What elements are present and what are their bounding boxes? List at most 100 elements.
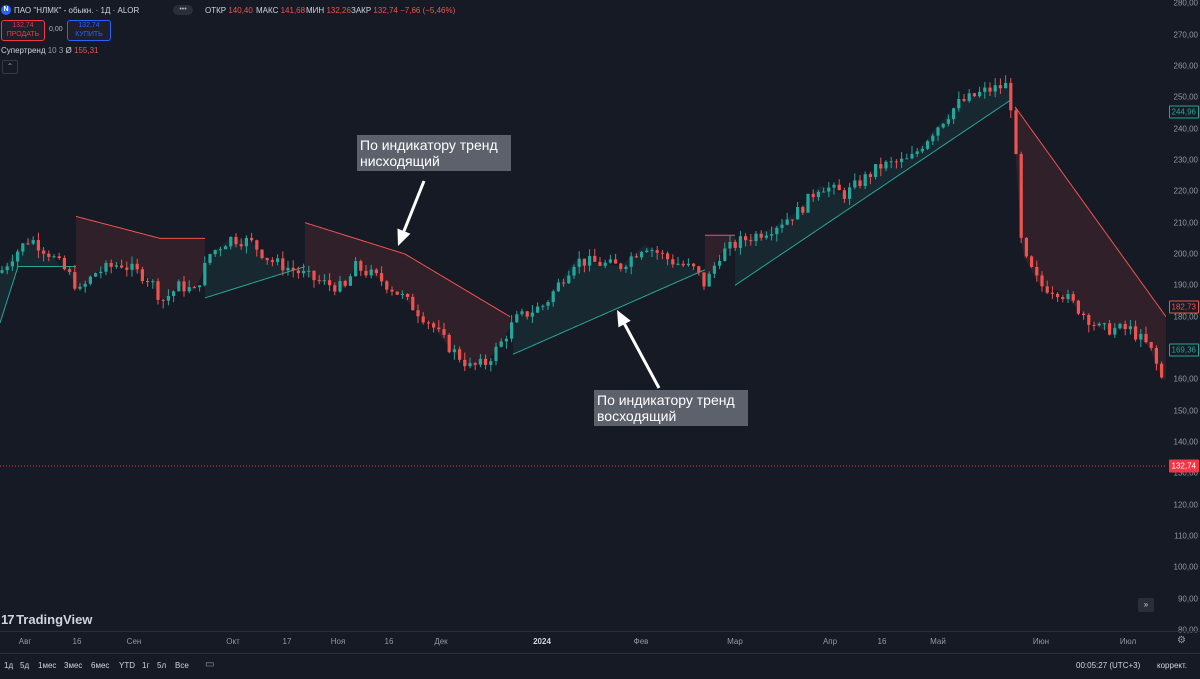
candle-body (790, 219, 794, 221)
buy-button[interactable]: 132,74 КУПИТЬ (67, 20, 111, 41)
candle-body (426, 322, 430, 324)
candle-body (1108, 323, 1112, 335)
candle-body (83, 283, 87, 287)
candle-body (697, 266, 701, 273)
candle-body (624, 266, 628, 270)
candle-body (952, 108, 956, 120)
candle-body (712, 265, 716, 274)
clock-timezone[interactable]: 00:05:27 (UTC+3) (1076, 661, 1141, 670)
time-axis[interactable]: ⚙ Авг 16 Сен Окт 17 Ноя 16 Дек 2024 Фев Мар Апр 16 Ма… (0, 631, 1200, 654)
candle-body (333, 285, 337, 292)
chart-menu-icon[interactable]: ••• (173, 5, 193, 15)
candle-body (926, 141, 930, 149)
settings-gear-icon[interactable]: ⚙ (1177, 635, 1186, 646)
range-button-1г[interactable]: 1г (142, 661, 150, 670)
range-button-1мес[interactable]: 1мес (38, 661, 57, 670)
candle-body (26, 243, 30, 245)
time-tick: Дек (434, 637, 448, 646)
candle-body (172, 291, 176, 296)
annotation-uptrend: По индикатору тренд восходящий (594, 390, 748, 426)
candle-body (868, 174, 872, 177)
candle-body (307, 270, 311, 272)
candle-body (1035, 266, 1039, 276)
candle-body (702, 272, 706, 287)
candle-body (941, 123, 945, 128)
candle-body (484, 358, 488, 365)
candle-body (1097, 323, 1101, 326)
candle-body (203, 262, 207, 286)
time-tick: Мар (727, 637, 743, 646)
candle-body (1014, 110, 1018, 154)
candle-body (1144, 333, 1148, 343)
candle-body (62, 258, 66, 270)
indicator-params: 10 3 (47, 46, 64, 55)
candle-body (801, 207, 805, 213)
candle-body (718, 260, 722, 266)
indicator-legend[interactable]: Супертренд 10 3 Ø 155,31 (1, 46, 98, 55)
date-range-calendar-icon[interactable]: ▭ (205, 659, 215, 670)
candle-body (234, 236, 238, 245)
ohlc-low: МИН 132,26 (306, 6, 351, 15)
candle-body (972, 93, 976, 97)
candle-body (213, 250, 217, 255)
chart-area[interactable] (0, 0, 1166, 631)
candle-body (905, 158, 909, 160)
candle-body (806, 193, 810, 213)
range-button-5л[interactable]: 5л (157, 661, 167, 670)
candle-body (416, 310, 420, 317)
candle-body (468, 363, 472, 367)
price-chart[interactable] (0, 0, 1166, 631)
price-tick: 150,00 (1173, 406, 1198, 416)
candle-body (1004, 82, 1008, 89)
range-button-Все[interactable]: Все (175, 661, 189, 670)
candle-body (73, 272, 77, 289)
supertrend-line (404, 253, 511, 318)
time-tick: 16 (384, 637, 394, 646)
ohlc-close: ЗАКР 132,74 −7,66 (−5,46%) (351, 6, 456, 15)
range-button-YTD[interactable]: YTD (119, 661, 135, 670)
candle-body (1128, 326, 1132, 330)
candle-body (998, 85, 1002, 89)
candle-body (556, 282, 560, 292)
candle-body (832, 184, 836, 188)
candle-body (343, 281, 347, 286)
time-tick: Авг (18, 637, 32, 646)
range-button-1д[interactable]: 1д (4, 661, 14, 670)
candle-body (588, 255, 592, 266)
sell-button[interactable]: 132,74 ПРОДАТЬ (1, 20, 45, 41)
candle-body (5, 266, 9, 271)
candle-body (208, 254, 212, 263)
candle-body (1024, 237, 1028, 257)
candle-body (1118, 323, 1122, 329)
candle-body (229, 236, 233, 247)
range-button-5д[interactable]: 5д (20, 661, 30, 670)
candle-body (749, 240, 753, 242)
price-tick: 140,00 (1173, 437, 1198, 447)
candle-body (322, 280, 326, 282)
candle-body (463, 359, 467, 367)
price-axis[interactable]: 280,00 270,00 260,00 250,00 240,00 230,00 220,… (1166, 0, 1200, 635)
time-tick: 16 (877, 637, 887, 646)
arrow-uptrend (617, 310, 661, 389)
collapse-legend-chevron-icon[interactable]: ⌃ (2, 60, 18, 74)
candle-body (250, 237, 254, 241)
symbol-title[interactable]: ПАО "НЛМК" - обыкн. · 1Д · ALOR (14, 6, 140, 15)
candle-body (281, 258, 285, 271)
candle-body (967, 93, 971, 101)
range-button-6мес[interactable]: 6мес (91, 661, 110, 670)
candle-body (525, 311, 529, 317)
candle-body (385, 281, 389, 290)
candle-body (723, 248, 727, 261)
candle-body (884, 161, 888, 169)
candle-body (858, 180, 862, 187)
scroll-to-realtime-icon[interactable]: » (1138, 598, 1154, 612)
candle-body (1102, 323, 1106, 325)
candle-body (458, 349, 462, 360)
candle-body (239, 244, 243, 247)
range-button-3мес[interactable]: 3мес (64, 661, 83, 670)
candle-body (94, 273, 98, 277)
adjust-button[interactable]: коррект. (1157, 661, 1187, 670)
price-tick: 80,00 (1177, 625, 1198, 635)
candle-body (276, 258, 280, 263)
candle-body (1087, 315, 1091, 325)
